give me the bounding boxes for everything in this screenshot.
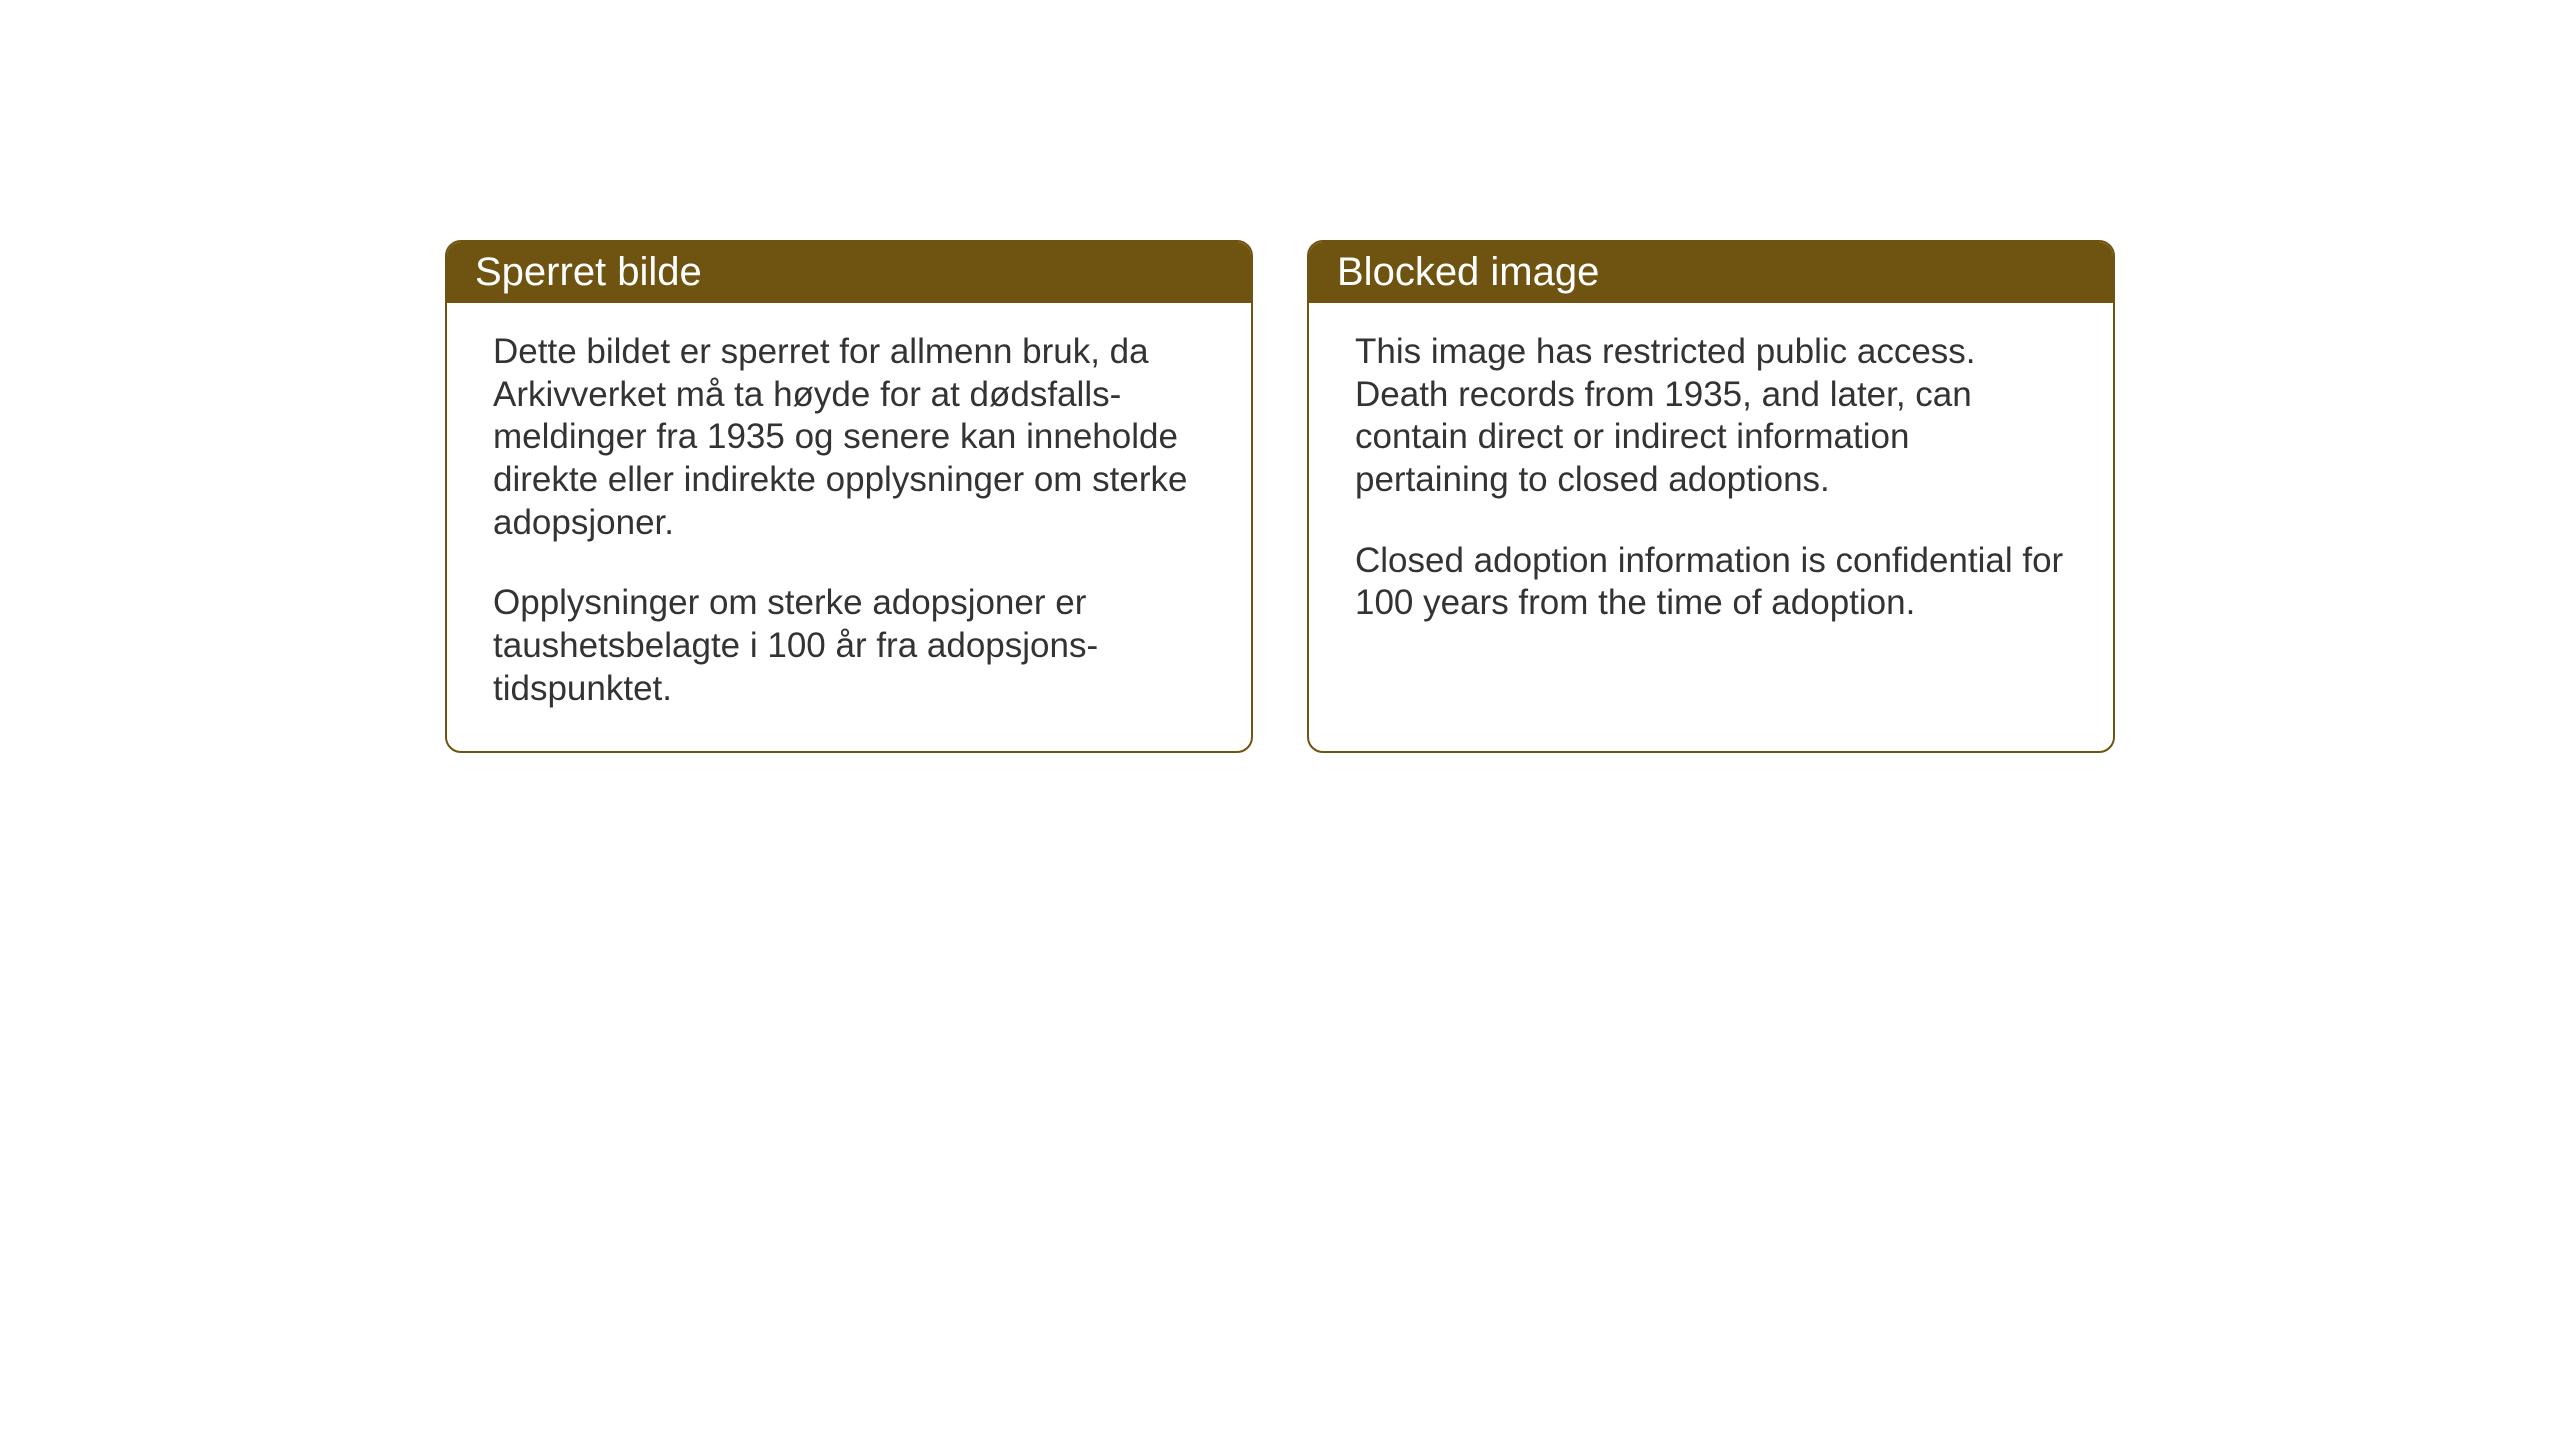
notice-card-norwegian: Sperret bilde Dette bildet er sperret fo… xyxy=(445,240,1253,753)
notice-card-english: Blocked image This image has restricted … xyxy=(1307,240,2115,753)
cards-container: Sperret bilde Dette bildet er sperret fo… xyxy=(445,240,2115,753)
card-paragraph-english-1: This image has restricted public access.… xyxy=(1355,331,2067,502)
card-paragraph-norwegian-2: Opplysninger om sterke adopsjoner er tau… xyxy=(493,582,1205,710)
card-title-norwegian: Sperret bilde xyxy=(475,250,702,294)
card-paragraph-norwegian-1: Dette bildet er sperret for allmenn bruk… xyxy=(493,331,1205,544)
card-header-norwegian: Sperret bilde xyxy=(447,242,1251,303)
card-body-norwegian: Dette bildet er sperret for allmenn bruk… xyxy=(447,303,1251,751)
card-body-english: This image has restricted public access.… xyxy=(1309,303,2113,665)
card-header-english: Blocked image xyxy=(1309,242,2113,303)
card-paragraph-english-2: Closed adoption information is confident… xyxy=(1355,540,2067,625)
card-title-english: Blocked image xyxy=(1337,250,1599,294)
